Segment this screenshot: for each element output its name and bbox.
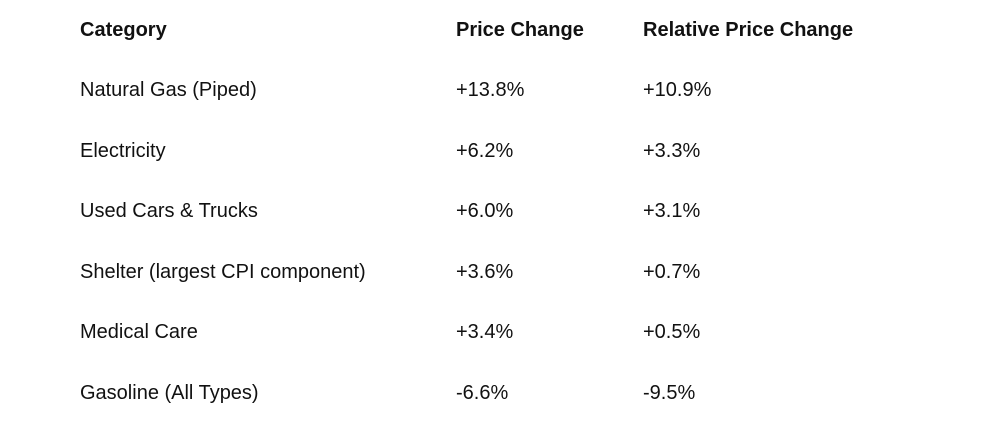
table-cell: -9.5% (643, 381, 696, 404)
table-cell: +10.9% (643, 79, 712, 102)
table-cell: Used Cars & Trucks (80, 200, 258, 223)
table-cell: +3.1% (643, 200, 701, 223)
table-row: Shelter (largest CPI component) +3.6% +0.7… (68, 242, 891, 303)
table-cell: -6.6% (456, 381, 509, 404)
table-cell: +3.4% (456, 321, 514, 344)
page: {"table": {"header": ["Category", "Price… (80, 18, 854, 404)
table-cell: Electricity (80, 139, 166, 162)
table-cell: Natural Gas (Piped) (80, 79, 257, 102)
header-cell: Price Change (456, 18, 584, 41)
table-cell: Shelter (largest CPI component) (80, 260, 366, 283)
table-cell: Gasoline (All Types) (80, 381, 259, 404)
header-cell: Category (80, 18, 167, 41)
table-cell: +3.3% (643, 139, 701, 162)
price-table: Category Price Change Relative Price Chang… (68, 0, 891, 424)
table-row: Electricity +6.2% +3.3% (68, 121, 891, 182)
table-cell: +13.8% (456, 79, 525, 102)
table-cell: +6.2% (456, 139, 514, 162)
header-row: Category Price Change Relative Price Chang… (68, 0, 891, 61)
table-row: Natural Gas (Piped) +13.8% +10.9% (68, 61, 891, 122)
table-body: Natural Gas (Piped) +13.8% +10.9% Electrici… (68, 61, 891, 424)
table-cell: +3.6% (456, 260, 514, 283)
header-cell: Relative Price Change (643, 18, 854, 41)
table-row: Gasoline (All Types) -6.6% -9.5% (68, 363, 891, 424)
table-row: Medical Care +3.4% +0.5% (68, 303, 891, 364)
table-cell: +6.0% (456, 200, 514, 223)
table-row: Used Cars & Trucks +6.0% +3.1% (68, 182, 891, 243)
table-cell: Medical Care (80, 321, 198, 344)
table-cell: +0.7% (643, 260, 701, 283)
table-cell: +0.5% (643, 321, 701, 344)
